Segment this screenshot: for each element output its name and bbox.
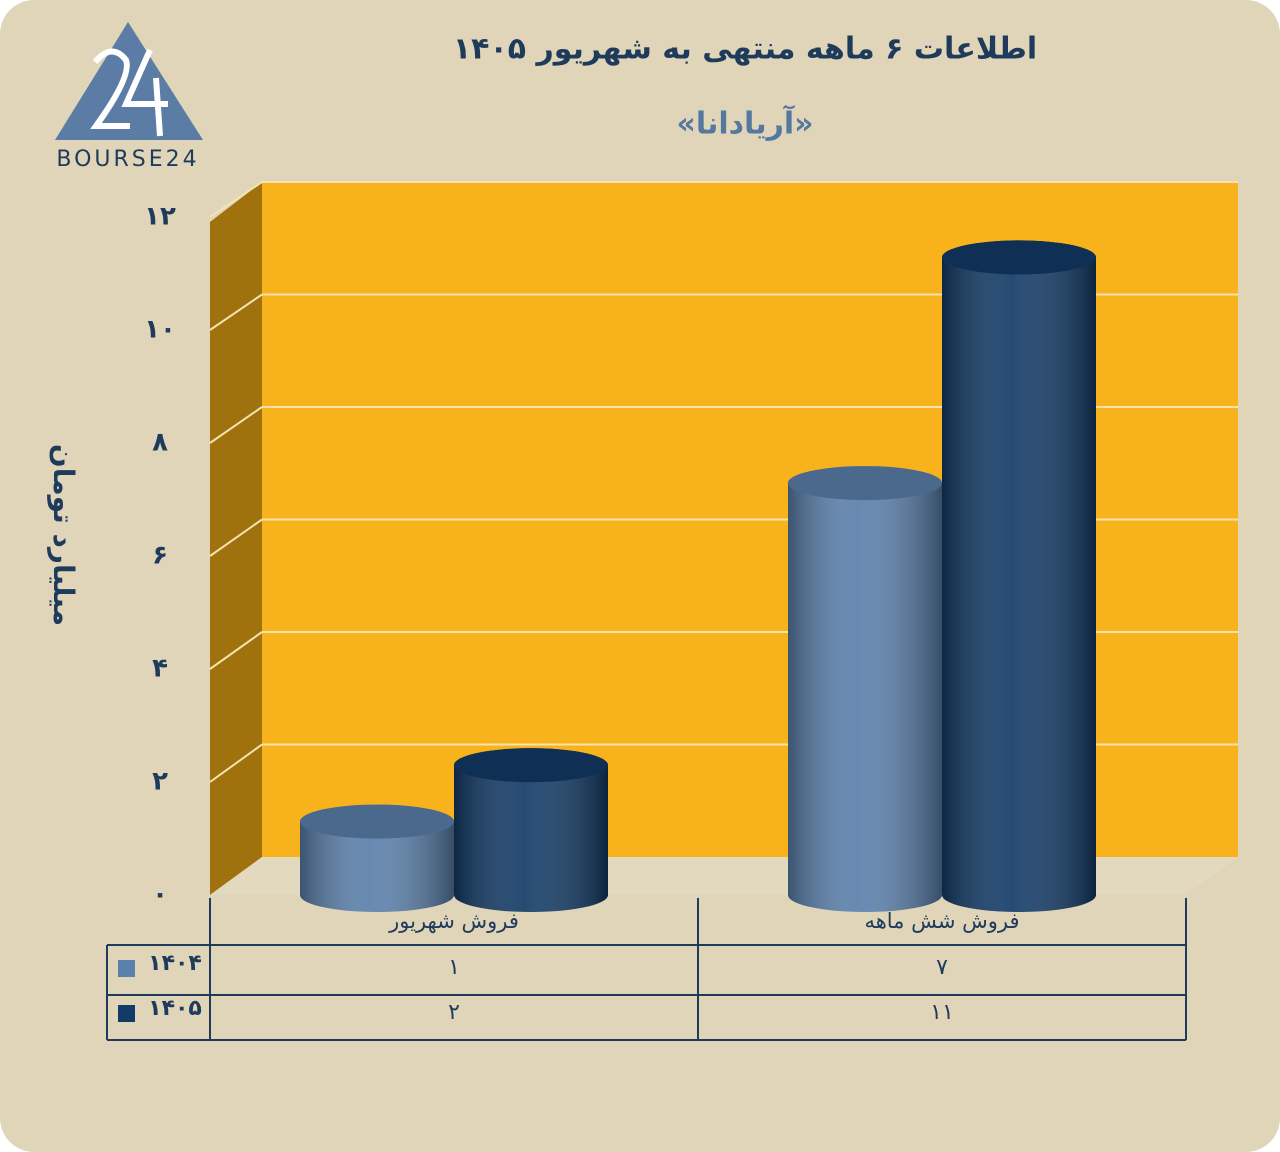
chart-title: اطلاعات ۶ ماهه منتهی به شهریور ۱۴۰۵: [453, 32, 1037, 67]
y-axis-label: میلیارد تومان: [47, 444, 80, 626]
grid-line: [209, 743, 263, 783]
cylinder-shading: [788, 466, 942, 912]
logo-mark: [90, 48, 168, 137]
cylinder-shading: [454, 748, 608, 912]
cylinder-top: [942, 240, 1096, 275]
cylinder-top: [454, 748, 608, 783]
grid-line: [209, 631, 263, 670]
y-tick-label: ۱۰: [144, 315, 176, 345]
logo-triangle: [55, 22, 203, 140]
cylinder-top: [300, 804, 454, 839]
chart-subtitle: «آریادانا»: [676, 105, 813, 142]
y-tick-label: ۲: [152, 767, 168, 797]
legend-swatch: [118, 960, 135, 977]
logo-text: BOURSE24: [56, 147, 199, 172]
y-tick-label: ۱۲: [144, 202, 176, 232]
legend-label: ۱۴۰۴: [148, 951, 202, 976]
table-value: ۲: [448, 1000, 460, 1025]
y-tick-label: ۶: [152, 541, 168, 571]
cylinder-top-shade: [454, 748, 608, 783]
cylinder-top-shade: [300, 804, 454, 839]
y-tick-label: ۰: [152, 880, 168, 910]
table-value: ۷: [936, 955, 948, 980]
cylinder-top-shade: [942, 240, 1096, 275]
y-tick-label: ۴: [152, 654, 168, 684]
cylinder-shading: [942, 240, 1096, 913]
grid-line: [209, 181, 263, 218]
y-tick-label: ۸: [152, 428, 168, 458]
grid-line: [209, 518, 263, 557]
cylinder-top: [788, 466, 942, 501]
legend-swatch: [118, 1005, 135, 1022]
grid-line: [209, 406, 263, 444]
cylinder-top-shade: [788, 466, 942, 501]
table-value: ۱: [448, 955, 460, 980]
data-table: [106, 898, 1187, 1041]
x-tick-label: فروش شش ماهه: [864, 909, 1019, 933]
grid-line: [209, 293, 263, 331]
legend-label: ۱۴۰۵: [148, 996, 202, 1021]
logo: BOURSE24: [55, 22, 203, 172]
table-value: ۱۱: [930, 1000, 954, 1025]
x-tick-label: فروش شهریور: [388, 909, 519, 933]
